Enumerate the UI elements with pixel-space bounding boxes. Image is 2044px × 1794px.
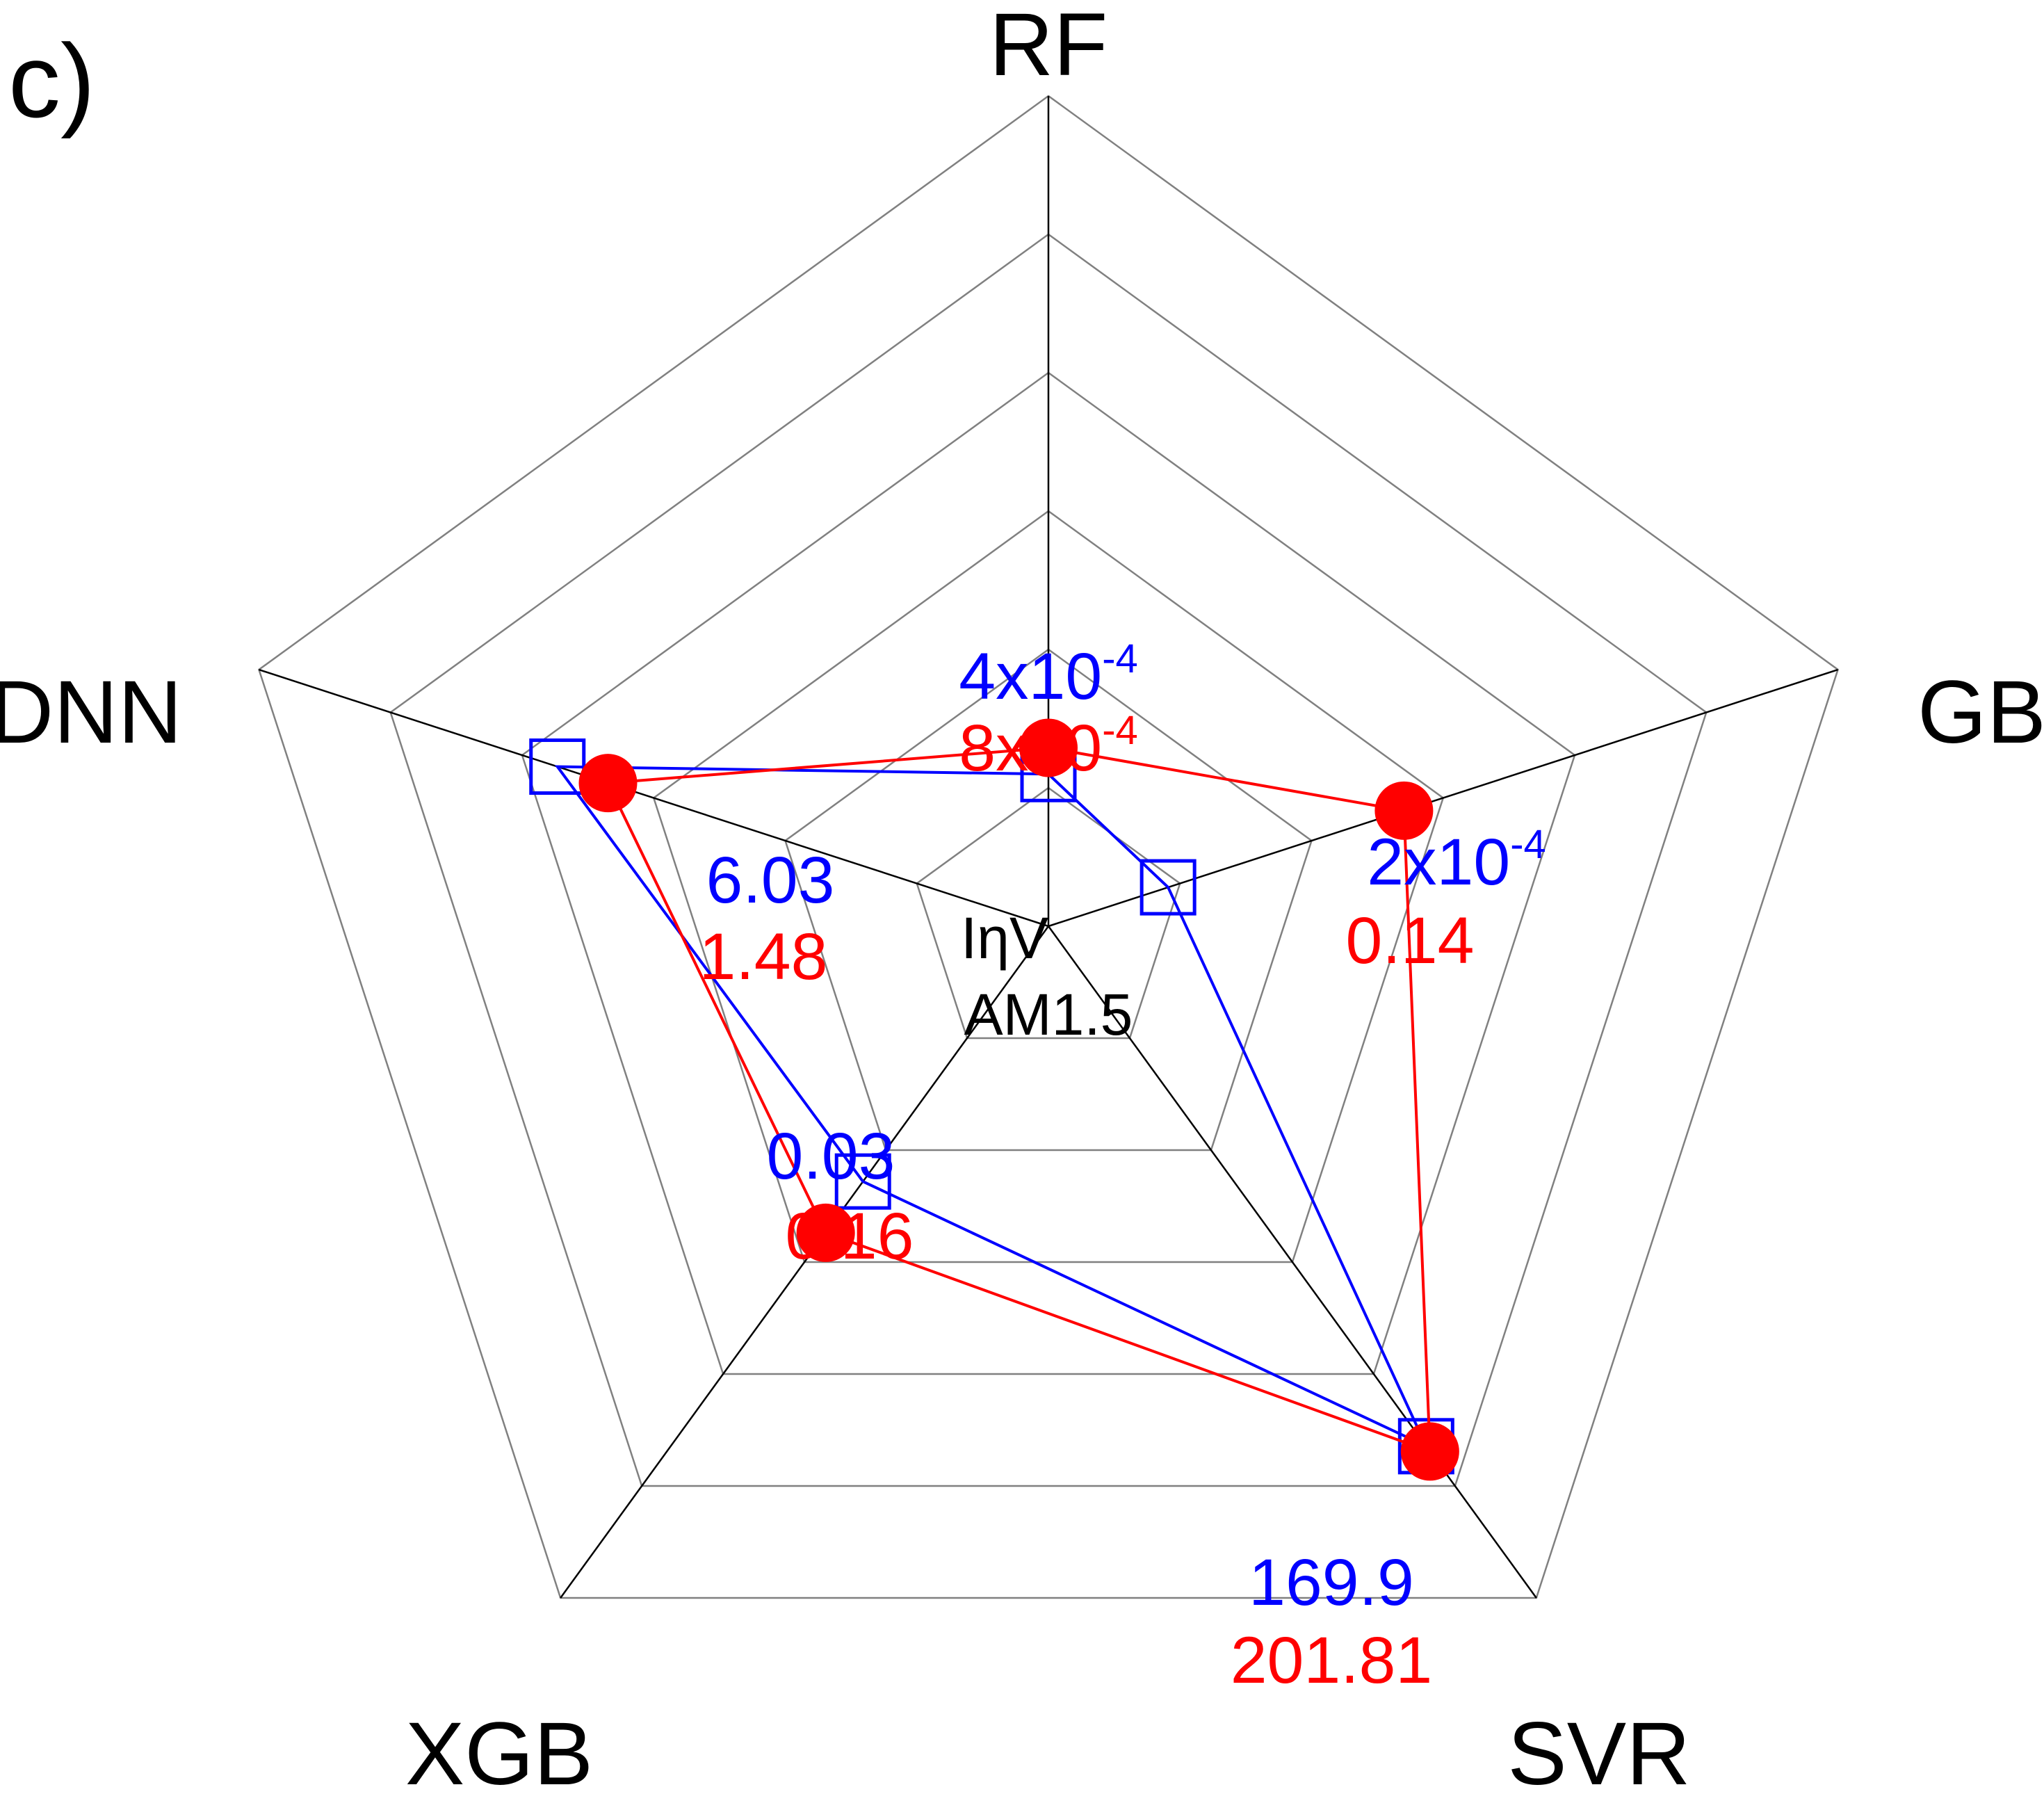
grid-ring [784, 648, 1313, 1151]
open-square-value-label-xgb: 0.03 [767, 1120, 895, 1193]
radar-series [529, 718, 1459, 1481]
panel-label: c) [8, 22, 95, 139]
filled-circle-series-point-xgb [796, 1203, 855, 1262]
axis-spoke-svr [1047, 926, 1537, 1599]
filled-circle-value-label-xgb: 0.16 [786, 1199, 914, 1273]
radar-spokes [259, 96, 1838, 1599]
open-square-value-label-rf: 4x10-4 [959, 636, 1138, 713]
axis-spoke-xgb [560, 926, 1050, 1599]
axis-label-svr: SVR [1507, 1704, 1690, 1794]
grid-ring [521, 371, 1576, 1375]
filled-circle-value-label-gb: 0.14 [1346, 904, 1475, 978]
value-base: 1.48 [699, 920, 828, 994]
center-label-line2: AM1.5 [964, 982, 1133, 1047]
open-square-value-label-svr: 169.9 [1249, 1546, 1414, 1619]
grid-ring [389, 233, 1708, 1487]
value-base: 169.9 [1249, 1546, 1414, 1619]
axis-spoke-dnn [259, 668, 1049, 928]
value-base: 0.16 [786, 1199, 914, 1273]
open-square-series-line [554, 765, 1429, 1449]
filled-circle-series-line [606, 746, 1431, 1454]
value-base: 2x10 [1367, 825, 1510, 899]
open-square-value-label-gb: 2x10-4 [1367, 822, 1546, 899]
grid-ring [652, 510, 1445, 1263]
filled-circle-series-point-dnn [578, 754, 638, 813]
value-exponent: -4 [1102, 636, 1138, 681]
axis-label-gb: GB [1917, 663, 2044, 762]
axis-label-rf: RF [989, 0, 1108, 95]
center-label-line1: IηV [961, 905, 1048, 971]
axis-spoke-gb [1048, 668, 1838, 928]
open-square-series-point-gb [1139, 859, 1197, 916]
value-base: 6.03 [706, 843, 835, 917]
axis-label-xgb: XGB [405, 1704, 593, 1794]
value-base: 0.03 [767, 1120, 895, 1193]
grid-ring [257, 95, 1840, 1599]
value-base: 4x10 [959, 640, 1102, 713]
open-square-value-label-dnn: 6.03 [706, 843, 835, 917]
axis-label-dnn: DNN [0, 663, 182, 762]
filled-circle-value-label-dnn: 1.48 [699, 920, 828, 994]
filled-circle-value-label-rf: 8x10-4 [959, 708, 1138, 785]
grid-ring [916, 786, 1181, 1040]
value-exponent: -4 [1102, 708, 1138, 753]
filled-circle-series-point-rf [1019, 718, 1078, 777]
radar-grid [257, 95, 1840, 1599]
value-base: 0.14 [1346, 904, 1475, 978]
value-exponent: -4 [1510, 822, 1546, 867]
open-square-series-point-xgb [834, 1153, 891, 1210]
value-base: 201.81 [1231, 1624, 1433, 1697]
filled-circle-value-label-svr: 201.81 [1231, 1624, 1433, 1697]
value-base: 8x10 [959, 711, 1102, 785]
filled-circle-series-point-svr [1400, 1422, 1459, 1481]
open-square-series-point-dnn [529, 738, 586, 795]
filled-circle-series-point-gb [1374, 781, 1434, 840]
